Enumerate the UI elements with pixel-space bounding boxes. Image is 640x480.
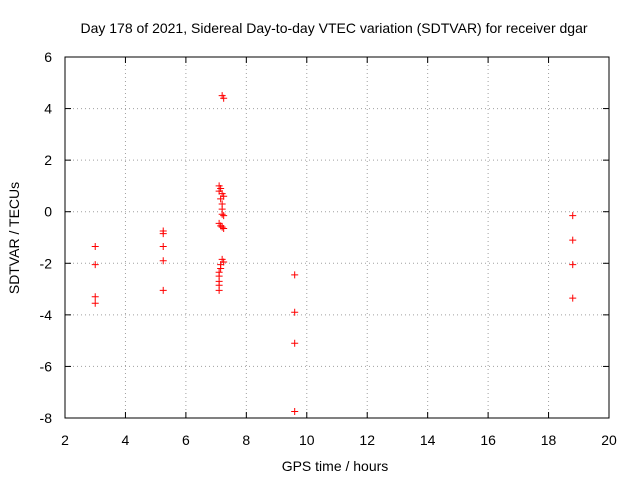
data-point [159, 230, 167, 238]
x-tick-label: 6 [182, 432, 190, 448]
x-tick-label: 18 [541, 432, 557, 448]
data-point [569, 294, 577, 302]
y-tick-label: -4 [40, 307, 53, 323]
data-point [215, 286, 223, 294]
plot-frame [64, 56, 610, 419]
y-tick-label: -2 [40, 255, 53, 271]
data-point [218, 223, 226, 231]
data-point [217, 264, 225, 272]
x-tick-label: 14 [420, 432, 436, 448]
x-tick-label: 20 [601, 432, 617, 448]
chart-grid [65, 57, 609, 418]
data-point [291, 408, 299, 416]
axis-ticks [64, 56, 610, 419]
data-point [217, 195, 225, 203]
x-tick-label: 2 [61, 432, 69, 448]
x-tick-label: 16 [480, 432, 496, 448]
data-point [218, 210, 226, 218]
data-point [91, 299, 99, 307]
x-tick-label: 4 [122, 432, 130, 448]
x-tick-label: 12 [359, 432, 375, 448]
data-point [291, 308, 299, 316]
chart-title: Day 178 of 2021, Sidereal Day-to-day VTE… [80, 20, 587, 36]
data-point [159, 257, 167, 265]
y-tick-label: -8 [40, 410, 53, 426]
data-point [91, 243, 99, 251]
y-axis-label: SDTVAR / TECUs [6, 182, 22, 294]
data-point [91, 261, 99, 269]
y-tick-label: -6 [40, 358, 53, 374]
data-point [291, 339, 299, 347]
data-point [91, 293, 99, 301]
x-tick-label: 10 [299, 432, 315, 448]
x-tick-label: 8 [242, 432, 250, 448]
axis-tick-labels: 2 4 6 8 10 12 14 16 18 20 -8 -6 -4 -2 0 2 4 6 [40, 49, 617, 448]
y-tick-label: 4 [44, 101, 52, 117]
data-point [159, 243, 167, 251]
data-point [569, 261, 577, 269]
data-point [220, 224, 228, 232]
y-tick-label: 0 [44, 204, 52, 220]
data-points [91, 92, 577, 416]
y-tick-label: 6 [44, 49, 52, 65]
data-point [220, 212, 228, 220]
data-point [291, 271, 299, 279]
data-point [569, 236, 577, 244]
data-point [569, 212, 577, 220]
x-axis-label: GPS time / hours [282, 458, 389, 474]
y-tick-label: 2 [44, 152, 52, 168]
data-point [159, 286, 167, 294]
data-point [218, 92, 226, 100]
